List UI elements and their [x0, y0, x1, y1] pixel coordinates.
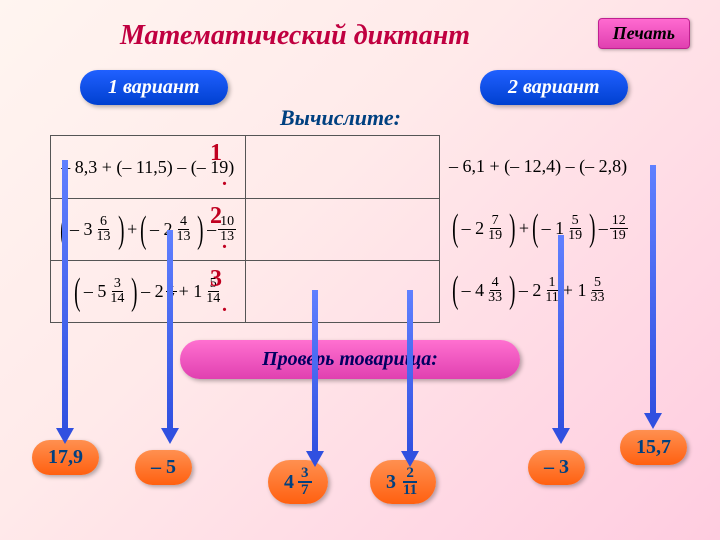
- print-button[interactable]: Печать: [598, 18, 690, 49]
- right-expr-2: (– 2719) + (– 1519) – 1219: [445, 197, 715, 259]
- row-dot-1: .: [222, 168, 227, 191]
- right-expressions: – 6,1 + (– 12,4) – (– 2,8) (– 2719) + (–…: [445, 135, 715, 321]
- arrow-3: [310, 290, 320, 453]
- arrow-5: [556, 235, 566, 430]
- arrow-2: [165, 230, 175, 430]
- row-number-2: 2: [210, 203, 222, 230]
- answer-6: 15,7: [620, 430, 687, 465]
- expressions-table: – 8,3 + (– 11,5) – (– 19) (– 3613) + (– …: [50, 135, 440, 323]
- page-title: Математический диктант: [120, 20, 470, 52]
- row-number-1: 1: [210, 140, 222, 167]
- left-blank-2: [245, 199, 440, 260]
- variant-2-badge: 2 вариант: [480, 70, 628, 105]
- answer-1: 17,9: [32, 440, 99, 475]
- arrow-4: [405, 290, 415, 453]
- answer-2: – 5: [135, 450, 192, 485]
- answer-5: – 3: [528, 450, 585, 485]
- right-expr-3: (– 4433) – 2111 + 1533: [445, 259, 715, 321]
- right-expr-1: – 6,1 + (– 12,4) – (– 2,8): [445, 135, 715, 197]
- variant-1-badge: 1 вариант: [80, 70, 228, 105]
- row-dot-2: .: [222, 231, 227, 254]
- arrow-1: [60, 160, 70, 430]
- subtitle: Вычислите:: [280, 105, 401, 131]
- arrow-6: [648, 165, 658, 415]
- check-banner: Проверь товарища:: [180, 340, 520, 379]
- row-number-3: 3: [210, 266, 222, 293]
- left-blank-1: [245, 136, 440, 198]
- row-dot-3: .: [222, 294, 227, 317]
